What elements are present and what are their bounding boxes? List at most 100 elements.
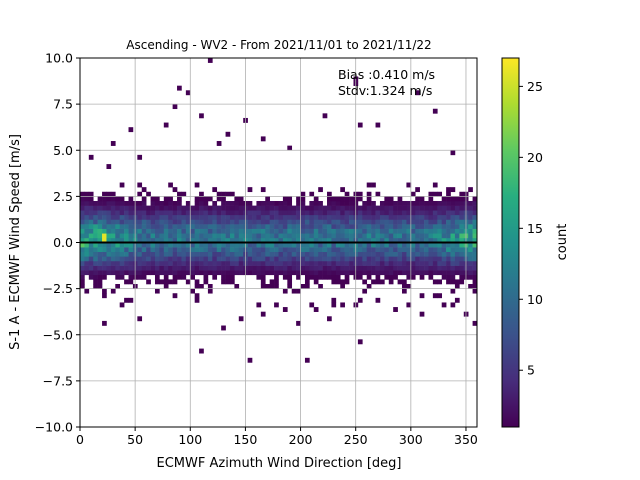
heatmap-bin bbox=[238, 228, 244, 234]
heatmap-bin bbox=[322, 242, 328, 248]
heatmap-bin bbox=[150, 251, 156, 257]
heatmap-bin bbox=[472, 237, 478, 243]
heatmap-bin bbox=[260, 251, 266, 257]
heatmap-bin bbox=[194, 279, 200, 285]
heatmap-bin bbox=[168, 251, 173, 257]
heatmap-bin bbox=[163, 260, 169, 266]
heatmap-bin bbox=[177, 237, 182, 243]
heatmap-bin bbox=[106, 196, 112, 202]
heatmap-bin bbox=[110, 214, 116, 220]
heatmap-bin bbox=[468, 210, 473, 216]
heatmap-bin bbox=[349, 242, 354, 248]
heatmap-bin bbox=[260, 237, 266, 243]
chart-title: Ascending - WV2 - From 2021/11/01 to 202… bbox=[126, 38, 431, 52]
heatmap-bin bbox=[309, 205, 315, 211]
heatmap-bin bbox=[234, 210, 240, 216]
heatmap-bin bbox=[159, 228, 165, 234]
heatmap-bin bbox=[441, 260, 447, 266]
heatmap-bin bbox=[110, 228, 116, 234]
heatmap-bin bbox=[181, 237, 187, 243]
heatmap-bin bbox=[234, 196, 240, 202]
heatmap-bin bbox=[141, 233, 147, 239]
heatmap-bin bbox=[468, 247, 473, 253]
y-tick-label: 7.5 bbox=[53, 97, 73, 112]
heatmap-bin bbox=[450, 256, 456, 262]
heatmap-bin bbox=[194, 182, 200, 188]
heatmap-bin bbox=[282, 260, 288, 266]
heatmap-bin bbox=[265, 251, 270, 257]
heatmap-bin bbox=[97, 219, 103, 225]
heatmap-bin bbox=[172, 224, 178, 229]
heatmap-bin bbox=[454, 265, 460, 271]
heatmap-bin bbox=[265, 237, 270, 243]
heatmap-bin bbox=[238, 260, 244, 266]
heatmap-bin bbox=[441, 210, 447, 216]
heatmap-bin bbox=[393, 265, 398, 271]
heatmap-bin bbox=[221, 247, 226, 253]
x-tick-label: 0 bbox=[76, 432, 84, 447]
heatmap-bin bbox=[472, 265, 478, 271]
heatmap-bin bbox=[375, 228, 381, 234]
heatmap-bin bbox=[318, 233, 323, 239]
heatmap-bin bbox=[327, 205, 332, 211]
outlier-bin bbox=[432, 108, 438, 114]
heatmap-bin bbox=[194, 214, 200, 220]
heatmap-bin bbox=[340, 279, 345, 285]
heatmap-bin bbox=[163, 205, 169, 211]
heatmap-bin bbox=[282, 224, 288, 229]
heatmap-bin bbox=[84, 233, 90, 239]
heatmap-bin bbox=[84, 288, 90, 294]
heatmap-bin bbox=[472, 251, 478, 257]
heatmap-bin bbox=[256, 274, 262, 280]
heatmap-bin bbox=[128, 270, 134, 276]
heatmap-bin bbox=[410, 242, 416, 248]
heatmap-bin bbox=[181, 224, 187, 229]
heatmap-bin bbox=[221, 256, 226, 262]
heatmap-bin bbox=[472, 288, 478, 294]
heatmap-bin bbox=[265, 265, 270, 271]
heatmap-bin bbox=[362, 210, 368, 216]
heatmap-bin bbox=[459, 233, 465, 239]
heatmap-bin bbox=[194, 242, 200, 248]
heatmap-bin bbox=[185, 265, 191, 271]
heatmap-bin bbox=[371, 205, 376, 211]
heatmap-bin bbox=[163, 214, 169, 220]
heatmap-bin bbox=[119, 205, 125, 211]
heatmap-bin bbox=[357, 265, 363, 271]
heatmap-bin bbox=[119, 270, 125, 276]
heatmap-bin bbox=[424, 233, 429, 239]
heatmap-bin bbox=[291, 288, 297, 294]
heatmap-bin bbox=[207, 219, 213, 225]
heatmap-bin bbox=[287, 200, 293, 206]
heatmap-bin bbox=[282, 205, 288, 211]
heatmap-bin bbox=[446, 237, 451, 243]
heatmap-bin bbox=[274, 200, 279, 206]
heatmap-bin bbox=[88, 265, 94, 271]
heatmap-bin bbox=[265, 214, 270, 220]
heatmap-bin bbox=[344, 200, 350, 206]
heatmap-bin bbox=[282, 242, 288, 248]
heatmap-bin bbox=[424, 251, 429, 257]
heatmap-bin bbox=[212, 247, 218, 253]
heatmap-bin bbox=[146, 224, 151, 229]
heatmap-bin bbox=[229, 247, 235, 253]
heatmap-bin bbox=[260, 260, 266, 266]
y-tick-label: −2.5 bbox=[43, 281, 73, 296]
heatmap-bin bbox=[446, 247, 451, 253]
heatmap-bin bbox=[296, 214, 301, 220]
heatmap-bin bbox=[309, 251, 315, 257]
heatmap-bin bbox=[110, 242, 116, 248]
heatmap-bin bbox=[88, 260, 94, 266]
heatmap-bin bbox=[300, 224, 306, 229]
heatmap-bin bbox=[313, 279, 319, 285]
heatmap-bin bbox=[349, 251, 354, 257]
outlier-bin bbox=[357, 122, 363, 128]
heatmap-bin bbox=[437, 205, 443, 211]
outlier-bin bbox=[137, 316, 143, 322]
heatmap-bin bbox=[402, 210, 407, 216]
heatmap-bin bbox=[393, 247, 398, 253]
heatmap-bin bbox=[159, 237, 165, 243]
heatmap-bin bbox=[247, 228, 253, 234]
heatmap-bin bbox=[419, 256, 425, 262]
heatmap-bin bbox=[177, 196, 182, 202]
